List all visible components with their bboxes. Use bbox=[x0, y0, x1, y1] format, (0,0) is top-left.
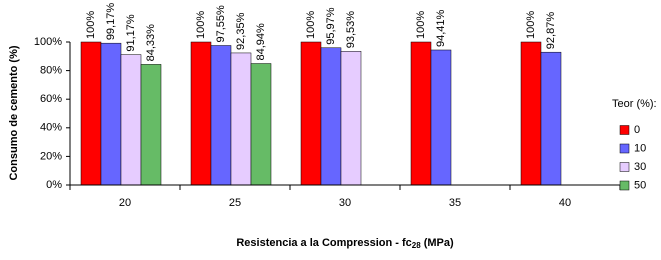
legend-label: 0 bbox=[634, 124, 640, 136]
bar bbox=[430, 49, 452, 186]
bar bbox=[120, 54, 142, 186]
value-label: 93,53% bbox=[345, 11, 357, 49]
y-tick-label: 80% bbox=[40, 65, 62, 77]
x-axis-title-subscript: 28 bbox=[412, 241, 421, 250]
bar bbox=[410, 41, 432, 186]
legend-label: 30 bbox=[634, 161, 646, 173]
y-tick-label: 20% bbox=[40, 150, 62, 162]
bar bbox=[250, 63, 272, 186]
legend-label: 10 bbox=[634, 142, 646, 154]
bar bbox=[320, 47, 342, 186]
value-label: 84,94% bbox=[255, 23, 267, 61]
bar bbox=[210, 45, 232, 186]
value-label: 92,35% bbox=[235, 12, 247, 50]
y-tick-label: 100% bbox=[34, 36, 62, 48]
bar bbox=[520, 41, 542, 186]
value-label: 97,55% bbox=[215, 5, 227, 43]
x-tick-label: 35 bbox=[449, 197, 461, 209]
value-label: 100% bbox=[195, 11, 207, 39]
value-label: 92,87% bbox=[545, 12, 557, 50]
x-axis-title-suffix: (MPa) bbox=[424, 237, 454, 249]
bar bbox=[100, 42, 122, 186]
bar bbox=[230, 52, 252, 186]
x-tick-label: 30 bbox=[339, 197, 351, 209]
bar bbox=[540, 51, 562, 186]
x-tick-label: 25 bbox=[229, 197, 241, 209]
legend-title: Teor (%): bbox=[612, 98, 657, 110]
y-tick-label: 40% bbox=[40, 122, 62, 134]
value-label: 100% bbox=[305, 11, 317, 39]
value-label: 94,41% bbox=[435, 9, 447, 47]
y-tick-label: 60% bbox=[40, 93, 62, 105]
bar bbox=[80, 41, 102, 186]
value-label: 91,17% bbox=[125, 14, 137, 52]
value-label: 100% bbox=[415, 11, 427, 39]
x-tick-label: 40 bbox=[559, 197, 571, 209]
x-tick-label: 20 bbox=[119, 197, 131, 209]
bar bbox=[340, 51, 362, 186]
value-label: 100% bbox=[85, 11, 97, 39]
bar bbox=[140, 64, 162, 186]
value-label: 95,97% bbox=[325, 7, 337, 45]
bar bbox=[190, 41, 212, 186]
value-label: 84,33% bbox=[145, 24, 157, 62]
value-label: 100% bbox=[525, 11, 537, 39]
legend-swatch bbox=[619, 180, 630, 191]
legend-label: 50 bbox=[634, 179, 646, 191]
legend-swatch bbox=[619, 162, 630, 172]
legend-swatch bbox=[619, 125, 630, 135]
legend-swatch bbox=[619, 143, 630, 154]
bar bbox=[300, 41, 322, 186]
value-label: 99,17% bbox=[105, 3, 117, 41]
x-axis-title: Resistencia a la Compression - fc28 (MPa) bbox=[236, 237, 454, 250]
y-axis-title: Consumo de cemento (%) bbox=[8, 45, 20, 180]
y-tick-label: 0% bbox=[46, 179, 62, 191]
x-axis-title-main: Resistencia a la Compression - fc bbox=[236, 237, 411, 249]
